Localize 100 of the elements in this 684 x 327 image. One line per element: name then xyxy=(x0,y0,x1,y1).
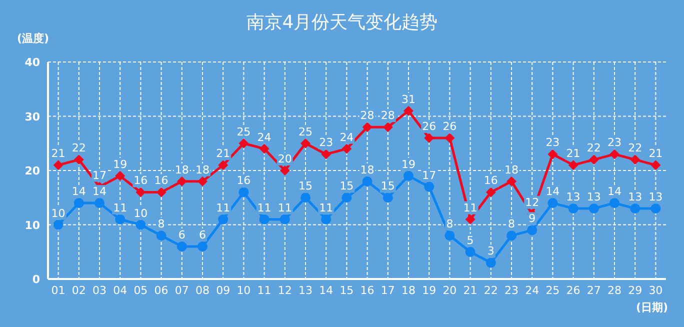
data-label: 16 xyxy=(236,174,251,188)
data-label: 11 xyxy=(278,201,292,214)
point xyxy=(465,214,476,224)
point xyxy=(506,230,516,241)
point xyxy=(198,176,208,186)
point xyxy=(486,187,496,198)
point xyxy=(342,144,352,154)
x-tick-label: 18 xyxy=(402,284,416,297)
point xyxy=(259,214,270,224)
data-label: 14 xyxy=(72,185,86,198)
point xyxy=(156,230,166,241)
data-label: 26 xyxy=(442,120,457,133)
point xyxy=(198,241,208,252)
data-label: 18 xyxy=(360,163,374,176)
x-axis-title: (日期) xyxy=(636,301,668,314)
x-tick-label: 04 xyxy=(113,284,128,297)
data-label: 15 xyxy=(298,180,312,193)
data-label: 5 xyxy=(466,234,474,247)
data-label: 14 xyxy=(546,185,560,198)
x-tick-label: 13 xyxy=(298,284,312,297)
point xyxy=(650,160,661,170)
point xyxy=(362,122,372,132)
point xyxy=(362,176,372,186)
point xyxy=(238,187,249,198)
x-tick-label: 08 xyxy=(196,284,210,297)
x-tick-label: 10 xyxy=(236,284,251,297)
data-label: 17 xyxy=(422,168,436,182)
data-label: 19 xyxy=(113,158,128,171)
data-label: 11 xyxy=(257,201,272,214)
data-label: 15 xyxy=(380,180,395,193)
x-tick-label: 07 xyxy=(174,284,189,297)
point xyxy=(300,138,310,148)
data-label: 16 xyxy=(484,174,498,188)
data-label: 24 xyxy=(257,130,272,144)
data-label: 8 xyxy=(446,218,454,231)
point xyxy=(650,203,661,214)
data-label: 14 xyxy=(608,185,622,198)
data-label: 11 xyxy=(216,201,230,214)
data-label: 13 xyxy=(566,190,580,204)
point xyxy=(176,241,187,252)
data-label: 25 xyxy=(298,125,312,138)
point xyxy=(176,176,187,186)
point xyxy=(424,132,434,143)
x-tick-label: 02 xyxy=(72,284,86,297)
x-tick-label: 11 xyxy=(257,284,272,297)
point xyxy=(568,203,578,214)
point xyxy=(382,122,393,132)
point xyxy=(630,154,640,165)
point xyxy=(342,192,352,203)
y-tick-label: 10 xyxy=(24,218,40,232)
x-tick-label: 12 xyxy=(278,284,292,297)
point xyxy=(610,149,620,160)
data-label: 21 xyxy=(648,147,663,160)
data-label: 21 xyxy=(216,147,230,160)
data-label: 28 xyxy=(360,109,374,122)
x-tick-label: 21 xyxy=(463,284,478,297)
data-label: 8 xyxy=(158,218,165,231)
point xyxy=(218,214,228,224)
point xyxy=(486,258,496,268)
data-label: 26 xyxy=(422,120,436,133)
data-label: 18 xyxy=(174,163,189,176)
data-label: 28 xyxy=(380,109,395,122)
point xyxy=(548,198,558,208)
y-tick-label: 30 xyxy=(24,110,40,124)
point xyxy=(506,176,516,186)
data-label: 8 xyxy=(508,218,515,231)
data-label: 16 xyxy=(154,174,168,188)
point xyxy=(280,166,290,176)
point xyxy=(404,170,414,181)
data-label: 13 xyxy=(586,190,601,204)
point xyxy=(238,138,249,148)
point xyxy=(610,198,620,208)
data-label: 6 xyxy=(199,228,206,242)
data-label: 23 xyxy=(546,136,560,150)
y-tick-label: 0 xyxy=(32,273,40,286)
x-tick-label: 03 xyxy=(92,284,106,297)
data-label: 6 xyxy=(178,228,186,242)
data-label: 19 xyxy=(402,158,416,171)
data-label: 18 xyxy=(504,163,518,176)
data-label: 24 xyxy=(340,130,354,144)
x-tick-label: 22 xyxy=(484,284,498,297)
data-label: 10 xyxy=(51,206,66,220)
point xyxy=(259,144,270,154)
data-label: 13 xyxy=(628,190,642,204)
data-label: 25 xyxy=(236,125,251,138)
x-tick-label: 20 xyxy=(442,284,457,297)
data-label: 23 xyxy=(608,136,622,150)
y-tick-label: 40 xyxy=(24,56,40,69)
point xyxy=(53,220,64,230)
x-tick-label: 16 xyxy=(360,284,374,297)
y-tick-label: 20 xyxy=(24,164,40,178)
point xyxy=(136,220,146,230)
data-label: 11 xyxy=(463,201,478,214)
x-tick-label: 15 xyxy=(340,284,354,297)
point xyxy=(548,149,558,160)
point xyxy=(382,192,393,203)
point xyxy=(527,225,538,236)
x-tick-label: 09 xyxy=(216,284,230,297)
point xyxy=(588,154,599,165)
point xyxy=(630,203,640,214)
